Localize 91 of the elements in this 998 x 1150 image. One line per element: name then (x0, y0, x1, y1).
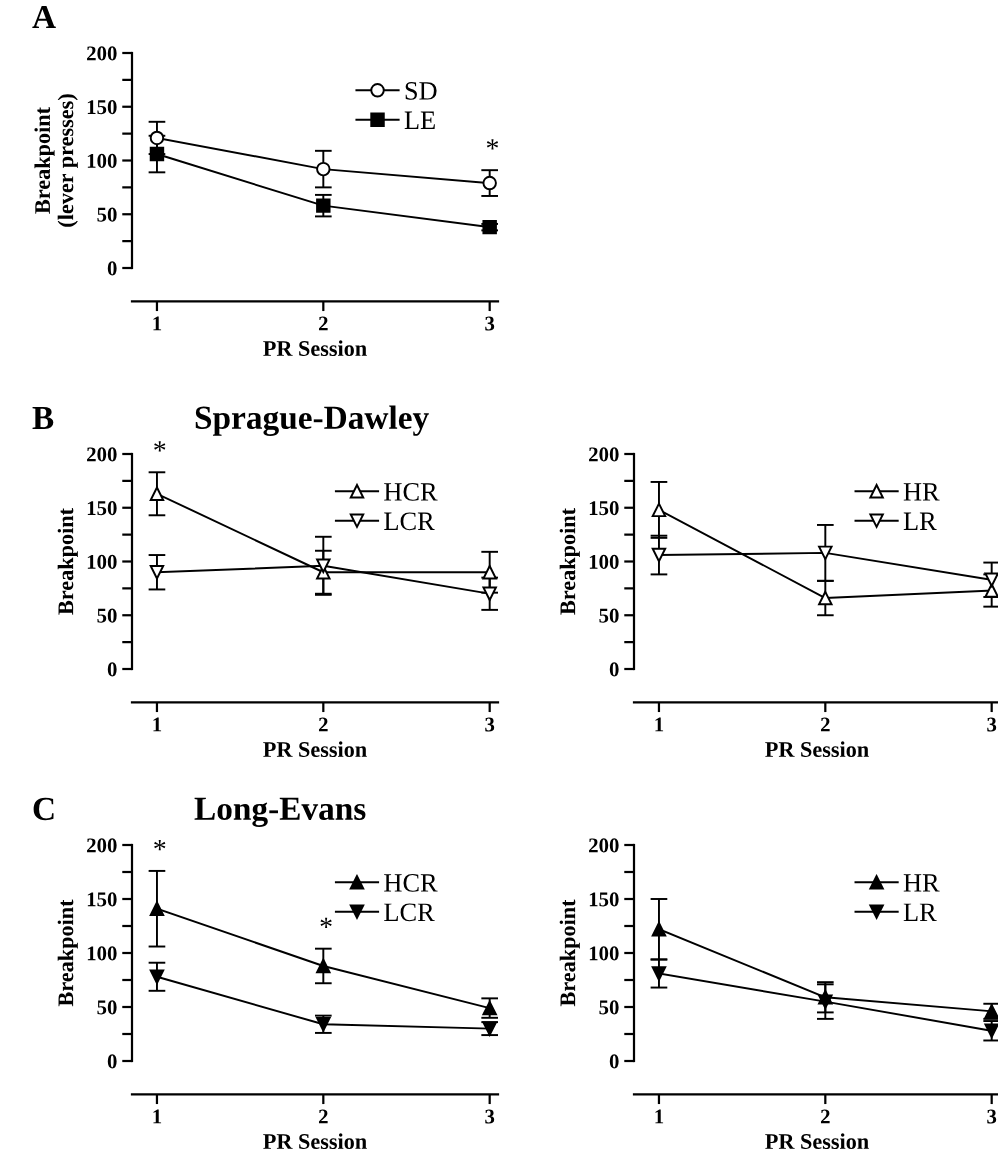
y-tick-label: 0 (609, 1054, 619, 1069)
chart-title: Long-Evans (194, 797, 366, 827)
point (149, 130, 165, 146)
x-tick-label: 1 (153, 316, 162, 331)
y-tick-label: 200 (87, 46, 117, 61)
point (482, 586, 497, 601)
point (316, 161, 331, 177)
y-tick-label: 50 (97, 1000, 117, 1015)
x-tick-label: 1 (153, 1109, 162, 1124)
point (149, 146, 165, 162)
point (984, 583, 998, 598)
point (818, 994, 833, 1009)
x-axis-title: PR Session (765, 741, 869, 757)
y-axis-title: Breakpoint (559, 508, 580, 615)
x-tick-label: 1 (655, 1109, 664, 1124)
point (316, 558, 331, 574)
annotation: * (154, 441, 166, 452)
y-tick-label: 0 (609, 662, 619, 677)
y-tick-label: 150 (589, 501, 619, 516)
text: C (33, 797, 54, 821)
legend-label: LE (404, 111, 435, 129)
x-tick-label: 3 (485, 717, 495, 732)
legend-label: HR (903, 874, 940, 892)
point (316, 958, 331, 974)
x-tick-label: 2 (318, 316, 328, 331)
point (316, 198, 331, 213)
x-axis-title: PR Session (263, 1133, 367, 1149)
y-tick-label: 100 (589, 946, 619, 961)
point (651, 922, 667, 937)
y-tick-label: 150 (589, 892, 619, 907)
annotation: * (486, 139, 499, 150)
y-axis-title: Breakpoint (lever presses) (34, 94, 78, 227)
legend-label: LR (903, 512, 937, 530)
annotation: * (154, 839, 166, 851)
x-tick-label: 3 (987, 717, 997, 732)
y-axis-title: Breakpoint (57, 508, 78, 615)
x-tick-label: 2 (318, 1109, 328, 1124)
point (818, 545, 833, 561)
legend-label: HCR (384, 483, 438, 501)
y-tick-label: 100 (87, 946, 117, 961)
y-tick-label: 50 (97, 207, 117, 222)
x-tick-label: 3 (485, 316, 495, 331)
y-tick-label: 100 (589, 554, 619, 569)
x-tick-label: 2 (318, 717, 328, 732)
x-tick-label: 1 (153, 717, 162, 732)
point (818, 590, 833, 606)
y-tick-label: 0 (107, 261, 117, 276)
point (651, 502, 667, 518)
point (149, 565, 165, 580)
text: B (32, 407, 54, 429)
point (149, 969, 165, 984)
y-tick-label: 150 (87, 501, 117, 516)
y-tick-label: 100 (87, 554, 117, 569)
y-tick-label: 0 (107, 1054, 117, 1069)
point (984, 572, 998, 587)
legend-label: HCR (384, 874, 438, 892)
legend-label: SD (405, 82, 437, 100)
y-axis-title: Breakpoint (57, 899, 78, 1007)
y-tick-label: 0 (107, 662, 117, 677)
point (651, 547, 667, 563)
y-tick-label: 200 (589, 838, 619, 853)
x-tick-label: 1 (655, 717, 664, 732)
y-tick-label: 200 (87, 838, 117, 853)
y-tick-label: 100 (87, 153, 117, 168)
point (482, 175, 497, 191)
y-tick-label: 150 (87, 892, 117, 907)
y-axis-title: Breakpoint (559, 899, 580, 1007)
point (149, 901, 165, 916)
y-tick-label: 50 (599, 608, 619, 623)
x-tick-label: 2 (820, 1109, 830, 1124)
y-tick-label: 50 (599, 1000, 619, 1015)
x-tick-label: 3 (987, 1109, 997, 1124)
x-tick-label: 3 (485, 1109, 495, 1124)
chart-title: Sprague-Dawley (195, 405, 429, 436)
annotation: * (320, 917, 332, 928)
legend-label: HR (903, 483, 940, 501)
x-tick-label: 2 (820, 717, 830, 732)
legend-label: LR (903, 903, 937, 921)
x-axis-title: PR Session (765, 1133, 869, 1149)
y-tick-label: 200 (87, 447, 117, 462)
x-axis-title: PR Session (263, 741, 367, 757)
text: A (32, 5, 56, 28)
point (482, 565, 497, 580)
x-axis-title: PR Session (263, 340, 367, 356)
point (149, 486, 165, 501)
y-tick-label: 150 (87, 100, 117, 115)
legend-label: LCR (384, 903, 435, 922)
y-tick-label: 200 (589, 447, 619, 462)
point (651, 966, 667, 981)
legend-label: LCR (384, 512, 435, 531)
y-tick-label: 50 (97, 608, 117, 623)
